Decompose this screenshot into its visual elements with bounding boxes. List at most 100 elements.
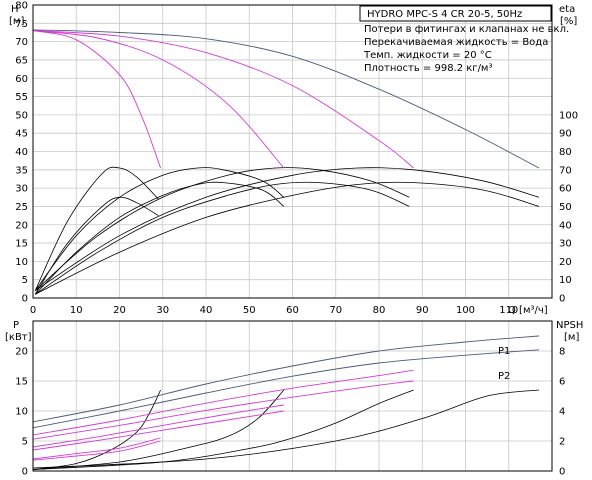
h-tick-label: 50 <box>15 110 28 121</box>
head-efficiency-grid <box>33 5 552 298</box>
power-npsh-ticks: 0 5 10 15 20 0 2 4 6 8 <box>15 347 565 478</box>
chart-title: HYDRO MPC-S 4 CR 20-5, 50Hz <box>367 9 522 20</box>
eta-tick-label: 50 <box>559 202 572 213</box>
q-tick-label: 20 <box>113 305 126 316</box>
efficiency-curve <box>34 196 159 295</box>
q-tick-label: 100 <box>456 305 475 316</box>
npsh-tick-label: 8 <box>559 347 565 358</box>
h-tick-label: 35 <box>15 165 28 176</box>
efficiency-curve <box>34 167 540 292</box>
flow-axis-label: Q [м³/ч] <box>508 305 548 316</box>
efficiency-curve <box>34 181 410 295</box>
h-tick-label: 65 <box>15 55 28 66</box>
efficiency-curve <box>35 181 540 295</box>
info-line-1: Потери в фитингах и клапанах не вкл. <box>364 24 569 35</box>
h-tick-label: 20 <box>15 220 28 231</box>
h-tick-label: 75 <box>15 19 28 30</box>
h-tick-label: 0 <box>22 294 28 305</box>
head-efficiency-series <box>32 29 540 295</box>
npsh-axis-label: NPSH <box>556 320 583 331</box>
head-efficiency-panel: 0 5 10 15 20 25 30 35 40 45 50 55 60 65 70 75 80 0 10 20 30 4… <box>9 1 578 317</box>
q-tick-label: 10 <box>70 305 83 316</box>
efficiency-curve <box>34 167 410 291</box>
h-tick-label: 40 <box>15 147 28 158</box>
npsh-curve <box>32 389 161 470</box>
power-curve <box>32 380 414 440</box>
eta-tick-label: 0 <box>559 294 565 305</box>
info-line-4: Плотность = 998.2 кг/м³ <box>364 63 493 74</box>
p-tick-label: 20 <box>15 347 28 358</box>
q-tick-label: 80 <box>373 305 386 316</box>
power-npsh-panel: 0 5 10 15 20 0 2 4 6 8 P [кВт] NPSH [м] P1 P2 <box>5 320 583 478</box>
power-curve <box>32 404 284 448</box>
q-tick-label: 30 <box>156 305 169 316</box>
q-tick-label: 60 <box>286 305 299 316</box>
eta-tick-label: 80 <box>559 147 572 158</box>
efficiency-curve <box>34 181 285 295</box>
p-tick-label: 0 <box>22 467 28 478</box>
h-tick-label: 30 <box>15 184 28 195</box>
q-tick-label: 70 <box>329 305 342 316</box>
npsh-axis-unit: [м] <box>564 332 579 343</box>
npsh-tick-label: 0 <box>559 467 565 478</box>
head-curve <box>32 30 285 169</box>
q-tick-label: 50 <box>243 305 256 316</box>
h-tick-label: 70 <box>15 37 28 48</box>
head-curve <box>32 30 414 169</box>
npsh-tick-label: 4 <box>559 407 565 418</box>
efficiency-curve <box>34 166 159 291</box>
eta-tick-label: 10 <box>559 275 572 286</box>
npsh-curve <box>32 389 414 470</box>
h-tick-label: 55 <box>15 92 28 103</box>
h-tick-label: 25 <box>15 202 28 213</box>
q-tick-label: 0 <box>30 305 36 316</box>
power-curve <box>32 369 414 436</box>
head-curve <box>32 29 540 169</box>
power-npsh-series <box>32 335 540 470</box>
p-tick-label: 10 <box>15 407 28 418</box>
power-axis-label: P <box>13 320 19 331</box>
power-curve <box>32 440 161 461</box>
eta-tick-label: 70 <box>559 165 572 176</box>
head-efficiency-ticks: 0 5 10 15 20 25 30 35 40 45 50 55 60 65 70 75 80 0 10 20 30 4… <box>15 1 578 317</box>
power-curve-p2 <box>32 349 540 429</box>
power-curve-p1 <box>32 335 540 423</box>
h-tick-label: 10 <box>15 257 28 268</box>
power-npsh-frame <box>32 320 553 472</box>
h-tick-label: 60 <box>15 74 28 85</box>
h-tick-label: 15 <box>15 239 28 250</box>
p-tick-label: 15 <box>15 377 28 388</box>
npsh-curve <box>32 389 285 470</box>
eta-tick-label: 90 <box>559 129 572 140</box>
p-tick-label: 5 <box>22 437 28 448</box>
eta-tick-label: 20 <box>559 257 572 268</box>
head-curve <box>32 30 162 169</box>
eta-tick-label: 30 <box>559 239 572 250</box>
head-axis-label: H <box>11 4 19 15</box>
title-box <box>359 5 552 22</box>
eta-axis-label: eta <box>559 4 575 15</box>
power-curve <box>32 410 284 451</box>
power-curve <box>32 437 161 460</box>
series-label-p2: P2 <box>498 371 510 382</box>
head-axis-unit: [м] <box>9 16 24 27</box>
h-tick-label: 5 <box>22 275 28 286</box>
eta-tick-label: 40 <box>559 220 572 231</box>
info-line-3: Темп. жидкости = 20 °C <box>363 50 492 61</box>
npsh-tick-label: 2 <box>559 437 565 448</box>
efficiency-curve <box>34 167 285 291</box>
series-label-p1: P1 <box>498 346 510 357</box>
head-efficiency-frame <box>32 4 553 299</box>
eta-tick-label: 60 <box>559 184 572 195</box>
info-line-2: Перекачиваемая жидкость = Вода <box>364 37 548 48</box>
npsh-curve <box>32 389 540 469</box>
h-tick-label: 80 <box>15 1 28 12</box>
eta-tick-label: 100 <box>559 110 578 121</box>
q-tick-label: 40 <box>200 305 213 316</box>
power-axis-unit: [кВт] <box>5 332 32 343</box>
h-tick-label: 45 <box>15 129 28 140</box>
q-tick-label: 90 <box>416 305 429 316</box>
eta-axis-unit: [%] <box>560 16 577 27</box>
npsh-tick-label: 6 <box>559 377 565 388</box>
